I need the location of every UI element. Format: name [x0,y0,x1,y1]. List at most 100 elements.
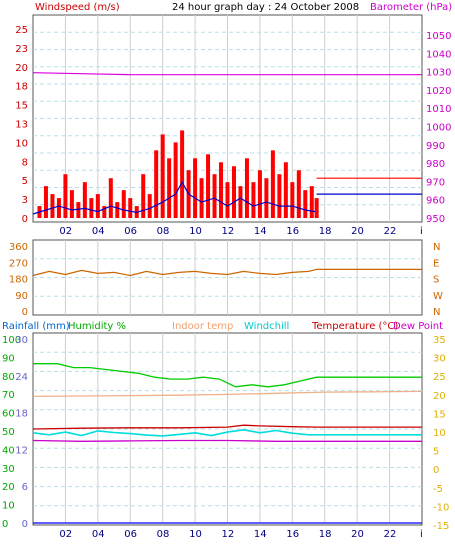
direction-compass-tick: E [433,258,439,269]
direction-y-tick: 360 [9,242,28,253]
temp-y-tick: 30 [433,354,446,365]
windchill-label: Windchill [244,321,289,332]
humidity-label: Humidity % [68,321,126,332]
temp-y-tick: -10 [433,502,449,513]
humidity-y-tick: 90 [2,353,15,364]
temp-panel-x-tick: 20 [351,529,364,540]
direction-compass-tick: S [433,275,439,286]
baro-y-tick: 990 [426,141,445,152]
gust-bar [270,150,275,218]
gust-bar [121,190,126,218]
rain-y-tick: 30 [15,335,28,346]
temp-panel-x-tick: 10 [189,529,202,540]
gust-bar [128,198,133,218]
temp-y-tick: 25 [433,372,446,383]
temp-y-tick: 20 [433,391,446,402]
direction-compass-tick: N [433,242,440,253]
dewpoint-label: Dew Point [393,321,443,332]
indoor-temp-label: Indoor temp [172,321,233,332]
wind-panel-x-tick: 06 [124,226,137,237]
gust-bar [257,170,262,218]
gust-bar [277,174,282,218]
gust-bar [296,170,301,218]
rain-y-tick: 18 [15,409,28,420]
gust-bar [95,194,100,218]
wind-panel-x-tick: 14 [254,226,267,237]
humidity-y-tick: 10 [2,501,15,512]
temp-y-tick: 0 [433,465,439,476]
wind-y-tick: 3 [22,195,28,206]
gust-bar [108,178,113,218]
baro-y-tick: 950 [426,214,445,225]
gust-bar [102,206,107,218]
gust-bar [89,198,94,218]
humidity-y-tick: 20 [2,482,15,493]
direction-y-tick: 180 [9,275,28,286]
rain-y-tick: 24 [15,372,28,383]
rain-y-tick: 0 [22,519,28,530]
gust-bar [173,142,178,218]
wind-panel-x-tick: 12 [222,226,235,237]
baro-y-tick: 1000 [426,123,451,134]
temp-panel-x-tick: 08 [157,529,170,540]
rain-y-tick: 12 [15,445,28,456]
temp-panel-x-tick: 14 [254,529,267,540]
temp-y-tick: 35 [433,335,446,346]
chart-title: 24 hour graph day : 24 October 2008 [172,2,359,13]
wind-panel-x-tick: 20 [351,226,364,237]
baro-y-tick: 970 [426,177,445,188]
gust-bar [180,130,185,218]
wind-panel-x-tick: 16 [286,226,299,237]
humidity-y-tick: 60 [2,409,15,420]
gust-bar [219,162,224,218]
humidity-y-tick: 50 [2,427,15,438]
gust-bar [238,186,243,218]
gust-bar [309,186,314,218]
gust-bar [290,182,295,218]
direction-compass-tick: W [433,291,443,302]
gust-bar [43,186,48,218]
wind-panel-x-tick: 18 [319,226,332,237]
gust-bar [244,158,249,218]
gust-bar [212,174,217,218]
gust-bar [76,202,81,218]
gust-bar [264,178,269,218]
gust-bar [314,198,319,218]
wind-y-tick: 5 [22,176,28,187]
wind-y-tick: 13 [15,120,28,131]
series-line [32,424,422,430]
gust-bar [63,174,68,218]
direction-y-tick: 270 [9,258,28,269]
wind-y-tick: 25 [15,25,28,36]
temp-panel-x-tick: 12 [222,529,235,540]
baro-y-tick: 980 [426,159,445,170]
wind-panel-x-tick: 22 [384,226,397,237]
baro-y-tick: 1050 [426,31,451,42]
gust-bar [69,190,74,218]
rain-y-tick: 6 [22,482,28,493]
temp-panel-x-tick: 18 [319,529,332,540]
humidity-y-tick: 80 [2,372,15,383]
wind-y-tick: 23 [15,44,28,55]
gust-bar [141,174,146,218]
baro-y-tick: 1030 [426,68,451,79]
temp-panel-x-tick: i [420,529,423,540]
gust-bar [231,166,236,218]
wind-panel-x-tick: i [420,226,423,237]
wind-panel-x-tick: 08 [157,226,170,237]
direction-y-tick: 0 [22,307,28,318]
wind-y-tick: 20 [15,63,28,74]
gust-bar [167,158,172,218]
baro-y-tick: 1020 [426,86,451,97]
temp-panel-x-tick: 04 [92,529,105,540]
wind-panel-x-tick: 10 [189,226,202,237]
gust-bar [82,182,87,218]
temp-y-tick: 5 [433,447,439,458]
wind-y-tick: 0 [22,214,28,225]
wind-panel-x-tick: 04 [92,226,105,237]
gust-bar [251,182,256,218]
temp-y-tick: -5 [433,484,443,495]
humidity-y-tick: 70 [2,390,15,401]
gust-bar [283,162,288,218]
